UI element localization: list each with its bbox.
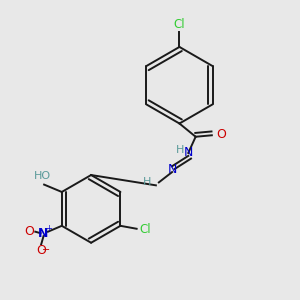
Text: O: O — [24, 225, 34, 238]
Text: N: N — [167, 163, 177, 176]
Text: N: N — [184, 146, 193, 159]
Text: N: N — [38, 227, 49, 240]
Text: O: O — [36, 244, 46, 257]
Text: Cl: Cl — [174, 18, 185, 31]
Text: HO: HO — [34, 171, 51, 181]
Text: +: + — [45, 224, 52, 233]
Text: −: − — [42, 245, 50, 255]
Text: O: O — [217, 128, 226, 141]
Text: H: H — [176, 145, 184, 155]
Text: Cl: Cl — [140, 223, 151, 236]
Text: H: H — [143, 177, 151, 187]
